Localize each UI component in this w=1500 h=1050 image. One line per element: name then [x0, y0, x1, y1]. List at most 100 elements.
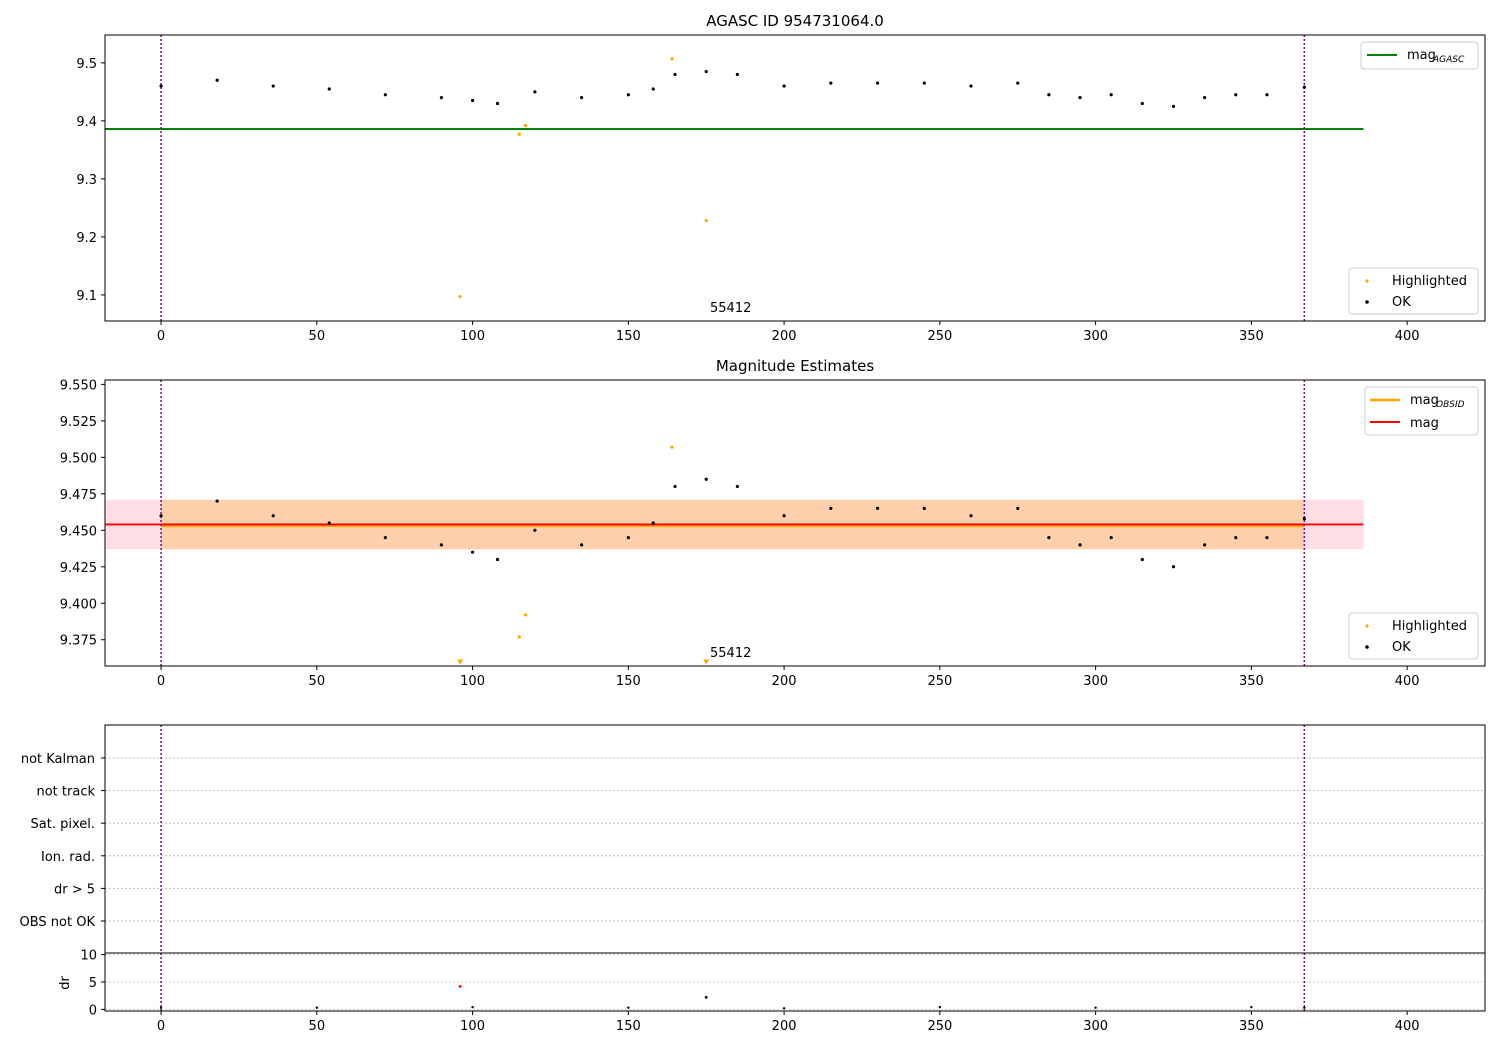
data-point [1109, 535, 1113, 540]
flag-category-label: not Kalman [21, 752, 95, 767]
data-point [735, 484, 739, 489]
data-point [782, 514, 786, 518]
data-point-triangle [703, 659, 710, 665]
data-point [969, 84, 973, 88]
data-point [271, 84, 275, 88]
data-point [969, 514, 973, 518]
annotation-label: 55412 [710, 301, 751, 316]
data-point [1302, 517, 1306, 521]
data-point [471, 1005, 474, 1009]
data-point [1265, 535, 1269, 540]
data-point [495, 557, 500, 562]
x-tick-label: 350 [1239, 329, 1264, 344]
data-point [670, 57, 674, 61]
x-tick-label: 300 [1083, 674, 1108, 689]
data-point [533, 90, 537, 94]
data-point [1047, 535, 1051, 540]
panel-title: AGASC ID 954731064.0 [706, 12, 884, 30]
legend-highlighted-label: Highlighted [1392, 619, 1467, 634]
data-point [735, 72, 739, 77]
data-point [495, 101, 500, 106]
data-point [1203, 96, 1207, 100]
data-point [327, 87, 331, 91]
flag-category-label: Sat. pixel. [31, 817, 95, 832]
data-point [327, 521, 331, 525]
data-point [517, 132, 521, 136]
y-tick-label: 9.475 [60, 488, 97, 503]
plot-frame [104, 952, 1486, 1012]
data-point [1265, 93, 1269, 97]
y-tick-label: 9.550 [60, 378, 97, 393]
x-tick-label: 0 [157, 1019, 165, 1034]
x-tick-label: 350 [1239, 1019, 1264, 1034]
data-point [1171, 104, 1176, 108]
data-point [782, 84, 786, 88]
x-tick-label: 250 [927, 674, 952, 689]
data-point [1047, 93, 1051, 97]
data-point [439, 96, 444, 100]
y-tick-label: 9.525 [60, 415, 97, 430]
x-tick-label: 0 [157, 329, 165, 344]
legend-line-label: mag [1410, 393, 1439, 408]
flags-panel: not Kalman not track Sat. pixel. Ion. rad. d… [20, 724, 1486, 954]
legend-line-sub: OBSID [1436, 400, 1465, 410]
flag-category-label: Ion. rad. [41, 850, 95, 865]
y-tick-label: 9.2 [76, 231, 97, 246]
data-point [1016, 81, 1020, 85]
data-point [829, 81, 833, 85]
legend-ok-label: OK [1392, 295, 1411, 310]
annotation-label: 55412 [710, 646, 751, 661]
x-tick-label: 200 [772, 674, 797, 689]
data-point [1140, 101, 1144, 106]
data-point-triangle [457, 659, 464, 665]
x-tick-label: 250 [927, 329, 952, 344]
data-point [1234, 93, 1238, 97]
y-tick-label: 9.425 [60, 561, 97, 576]
data-point [651, 87, 655, 91]
x-tick-label: 400 [1395, 674, 1420, 689]
x-tick-label: 50 [309, 329, 326, 344]
data-point [704, 995, 708, 999]
data-point [875, 506, 880, 511]
data-point [383, 93, 387, 97]
y-tick-label: 9.500 [60, 451, 97, 466]
flag-category-label: not track [36, 785, 95, 800]
y-tick-label: 9.3 [76, 173, 97, 188]
data-point [1140, 557, 1144, 562]
x-tick-label: 100 [460, 329, 485, 344]
data-point [704, 477, 708, 481]
data-point [458, 295, 462, 299]
data-point [159, 514, 163, 518]
y-tick-label: 9.450 [60, 524, 97, 539]
data-point [1016, 506, 1020, 511]
data-point [215, 78, 219, 82]
y-tick-label: 5 [89, 976, 97, 991]
data-point [651, 521, 655, 525]
data-point [626, 535, 630, 540]
data-point [704, 219, 708, 223]
y-tick-label: 9.4 [76, 115, 97, 130]
magnitude-estimates-panel: Magnitude Estimates 9.375 9.400 9.425 9.450… [60, 357, 1486, 689]
data-point [1302, 85, 1306, 89]
data-point [829, 506, 833, 511]
data-point [523, 613, 528, 617]
x-tick-label: 300 [1083, 1019, 1108, 1034]
data-point [782, 1007, 786, 1010]
data-point [938, 1005, 942, 1009]
data-point [1078, 543, 1082, 547]
x-tick-label: 400 [1395, 329, 1420, 344]
data-point [517, 635, 521, 639]
data-point [1250, 1005, 1253, 1009]
x-tick-label: 300 [1083, 329, 1108, 344]
data-point [922, 81, 926, 85]
legend-ok-label: OK [1392, 640, 1411, 655]
data-point [704, 69, 708, 74]
y-tick-label: 9.1 [76, 289, 97, 304]
x-tick-label: 50 [309, 674, 326, 689]
data-point [470, 98, 475, 103]
legend-lines: mag OBSID mag [1364, 386, 1479, 436]
x-tick-label: 0 [157, 674, 165, 689]
data-point [1171, 565, 1176, 569]
plot-frame [104, 724, 1486, 954]
